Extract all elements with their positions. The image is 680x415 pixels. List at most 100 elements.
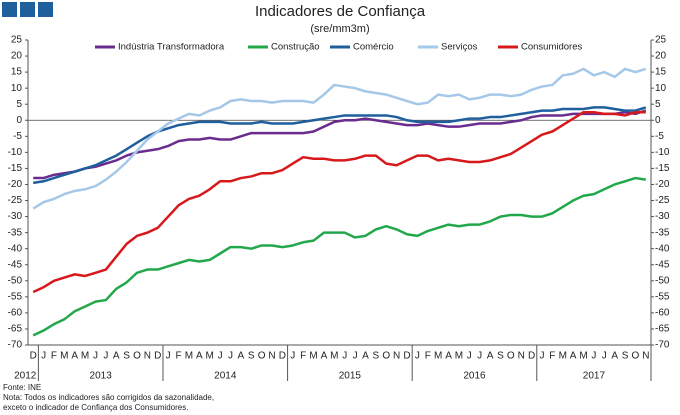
y2-tick-label: -65 [655, 324, 670, 335]
year-label: 2015 [339, 371, 362, 382]
y-tick-label: 15 [11, 67, 23, 78]
x-tick-label: M [60, 351, 68, 362]
y-tick-label: 10 [11, 83, 23, 94]
x-tick-label: O [133, 351, 141, 362]
x-tick-label: J [353, 351, 358, 362]
y-tick-label: -50 [8, 275, 23, 286]
y-tick-label: -25 [8, 195, 23, 206]
y-tick-label: -55 [8, 291, 23, 302]
y2-tick-label: -30 [655, 211, 670, 222]
year-label: 2014 [214, 371, 237, 382]
y2-tick-label: -45 [655, 259, 670, 270]
year-label: 2012 [14, 371, 37, 382]
x-tick-label: A [611, 351, 618, 362]
y-tick-label: -20 [8, 179, 23, 190]
x-tick-label: A [113, 351, 120, 362]
legend-label: Consumidores [521, 42, 582, 53]
y2-tick-label: -55 [655, 291, 670, 302]
x-tick-label: J [103, 351, 108, 362]
series-line [32, 176, 646, 337]
x-tick-label: J [290, 351, 295, 362]
x-tick-label: M [434, 351, 442, 362]
x-tick-label: N [518, 351, 525, 362]
logo-square [20, 2, 35, 17]
y2-tick-label: -15 [655, 163, 670, 174]
x-tick-label: F [549, 351, 555, 362]
x-tick-label: N [642, 351, 649, 362]
x-tick-label: A [445, 351, 452, 362]
x-tick-label: S [123, 351, 130, 362]
series-line [32, 67, 647, 210]
series-line [33, 106, 647, 185]
y-tick-label: -45 [8, 259, 23, 270]
chart-subtitle: (sre/mm3m) [310, 23, 369, 35]
y2-tick-label: 10 [655, 83, 667, 94]
x-tick-label: A [570, 351, 577, 362]
x-tick-label: O [507, 351, 515, 362]
chart-title: Indicadores de Confiança [255, 3, 426, 20]
x-tick-label: J [415, 351, 420, 362]
source: Fonte: INE [3, 383, 41, 392]
x-tick-label: F [300, 351, 306, 362]
x-tick-label: N [144, 351, 151, 362]
logo-square [38, 2, 53, 17]
x-tick-label: M [81, 351, 89, 362]
x-tick-label: D [279, 351, 286, 362]
y2-tick-label: 20 [655, 51, 667, 62]
legend-label: Construção [271, 42, 320, 53]
y-tick-label: 25 [11, 35, 23, 46]
year-label: 2013 [90, 371, 113, 382]
x-tick-label: J [93, 351, 98, 362]
x-tick-label: M [579, 351, 587, 362]
year-label: 2016 [463, 371, 486, 382]
legend-label: Indústria Transformadora [118, 42, 225, 53]
y-tick-label: -5 [13, 131, 22, 142]
y-tick-label: 0 [16, 115, 22, 126]
x-tick-label: J [342, 351, 347, 362]
x-tick-label: F [51, 351, 57, 362]
x-tick-label: D [403, 351, 410, 362]
x-tick-label: D [30, 351, 37, 362]
x-tick-label: S [373, 351, 380, 362]
x-tick-label: J [477, 351, 482, 362]
y-tick-label: -65 [8, 324, 23, 335]
x-tick-label: J [166, 351, 171, 362]
y2-tick-label: 5 [655, 99, 661, 110]
x-tick-label: A [362, 351, 369, 362]
x-tick-label: J [41, 351, 46, 362]
x-tick-label: M [455, 351, 463, 362]
x-tick-label: O [632, 351, 640, 362]
x-tick-label: A [196, 351, 203, 362]
x-tick-label: A [238, 351, 245, 362]
y-tick-label: -10 [8, 147, 23, 158]
x-tick-label: M [309, 351, 317, 362]
y2-tick-label: -70 [655, 340, 670, 351]
series-line [32, 110, 646, 294]
x-tick-label: F [425, 351, 431, 362]
x-tick-label: A [321, 351, 328, 362]
x-tick-label: N [268, 351, 275, 362]
year-label: 2017 [583, 371, 606, 382]
y2-tick-label: -10 [655, 147, 670, 158]
y-tick-label: -35 [8, 227, 23, 238]
x-tick-label: N [393, 351, 400, 362]
x-tick-label: M [330, 351, 338, 362]
y-tick-label: -70 [8, 340, 23, 351]
x-tick-label: F [176, 351, 182, 362]
series-line [33, 109, 647, 180]
x-tick-label: J [218, 351, 223, 362]
y-tick-label: -60 [8, 308, 23, 319]
note: Nota: Todos os indicadores são corrigido… [3, 393, 214, 402]
x-tick-label: M [559, 351, 567, 362]
x-tick-label: S [497, 351, 504, 362]
x-tick-label: A [71, 351, 78, 362]
x-tick-label: O [258, 351, 266, 362]
y2-tick-label: 0 [655, 115, 661, 126]
y2-tick-label: -35 [655, 227, 670, 238]
y2-tick-label: -20 [655, 179, 670, 190]
y-tick-label: -15 [8, 163, 23, 174]
note: exceto o indicador de Confiança dos Cons… [3, 403, 188, 412]
x-tick-label: J [539, 351, 544, 362]
y2-tick-label: 25 [655, 35, 667, 46]
